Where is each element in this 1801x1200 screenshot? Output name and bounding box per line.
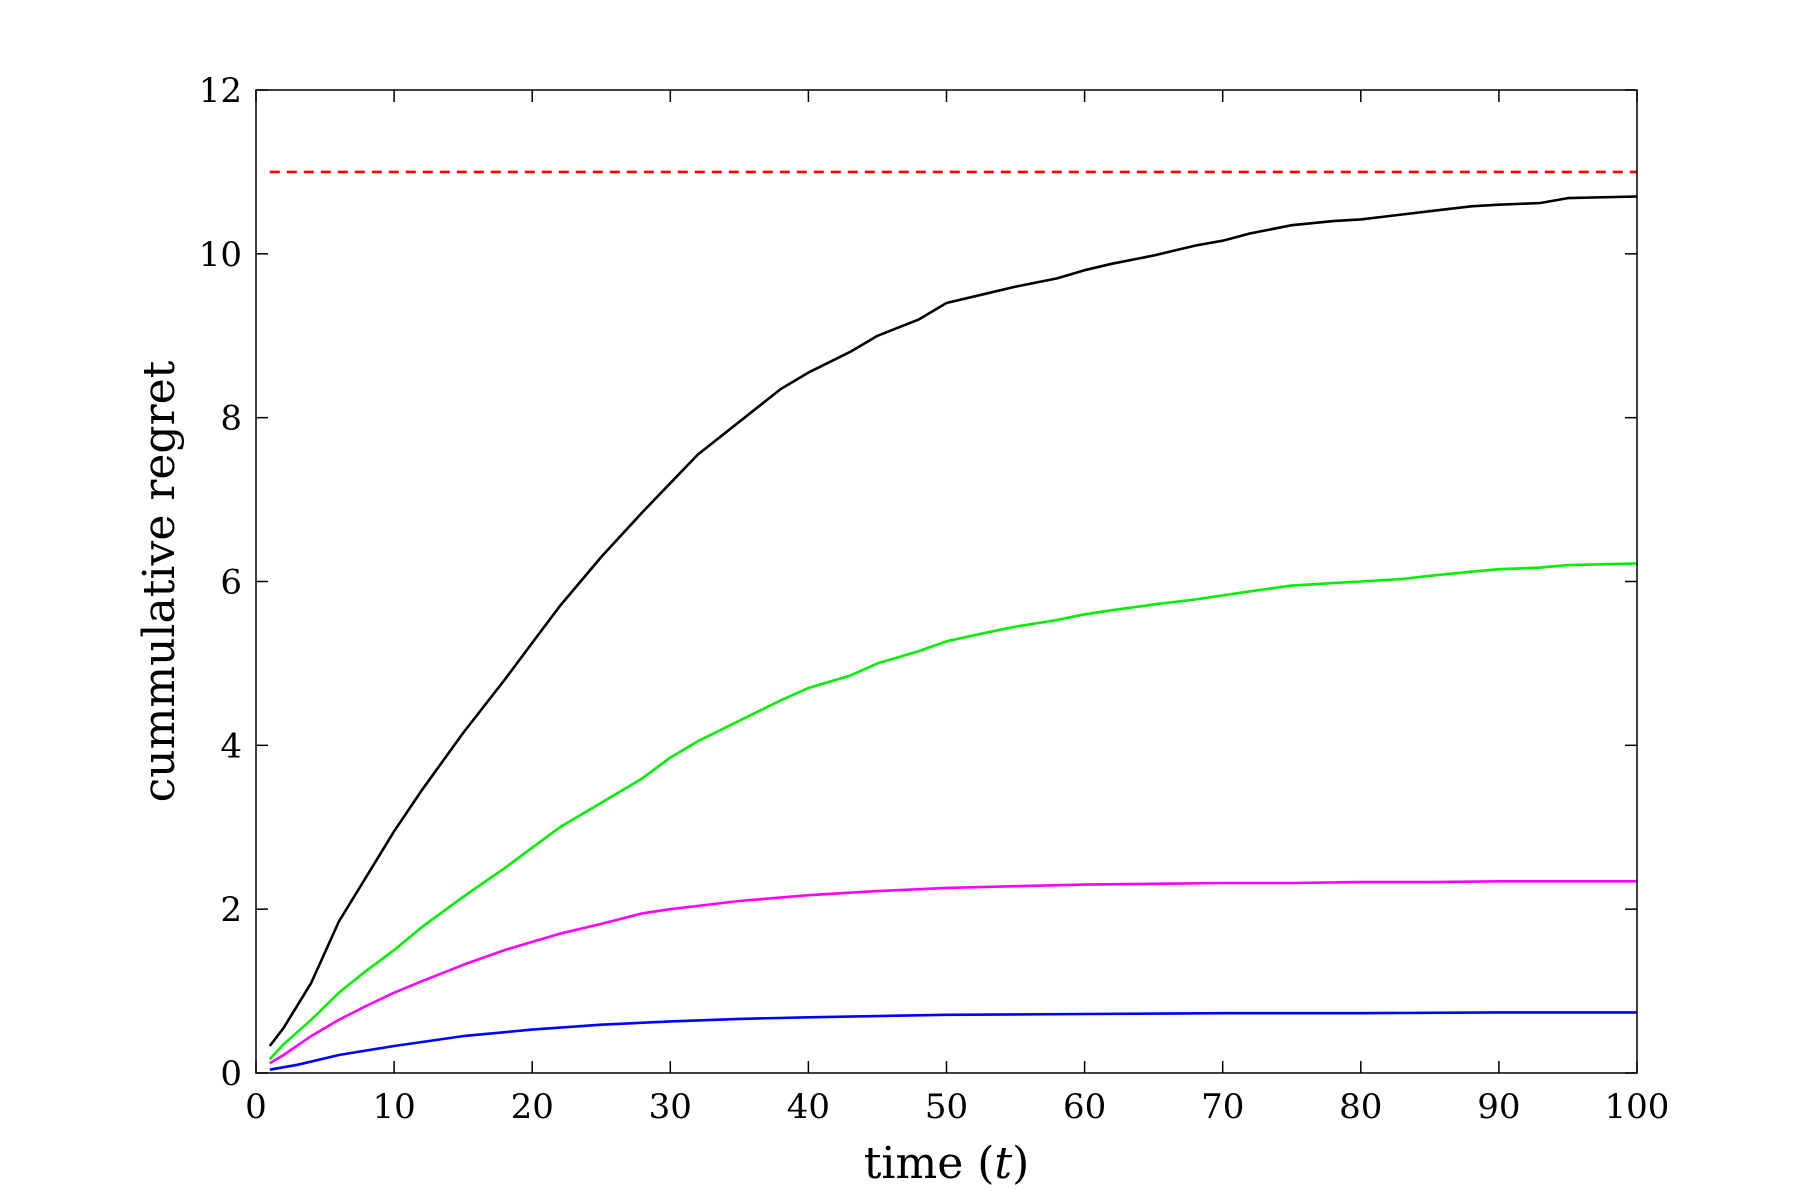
y-tick-label: 2 — [220, 890, 242, 930]
y-tick-label: 6 — [220, 563, 242, 603]
x-axis-title-prefix: time ( — [864, 1138, 995, 1189]
series-line-5 — [269, 1011, 1637, 1071]
x-tick-label: 80 — [1339, 1087, 1382, 1127]
series-line-2 — [268, 195, 1638, 1047]
x-tick-label: 40 — [787, 1087, 830, 1127]
tick-labels: 0 10 20 30 40 50 60 70 80 90 100 0 2 4 6 8 10 12 — [199, 71, 1670, 1127]
x-tick-label: 0 — [245, 1087, 267, 1127]
y-tick-label: 4 — [220, 726, 242, 766]
series-line-4 — [269, 879, 1637, 1065]
x-axis-title-suffix: ) — [1012, 1138, 1029, 1189]
x-tick-label: 50 — [925, 1087, 968, 1127]
x-tick-label: 20 — [511, 1087, 554, 1127]
x-tick-label: 60 — [1063, 1087, 1106, 1127]
series-layer — [268, 170, 1638, 1071]
plot-frame — [255, 89, 1638, 1074]
x-tick-label: 10 — [372, 1087, 415, 1127]
y-tick-label: 12 — [199, 71, 242, 111]
ticks-layer — [255, 89, 1638, 1074]
x-axis-title: time (t) — [864, 1138, 1030, 1189]
x-tick-label: 70 — [1201, 1087, 1244, 1127]
x-tick-label: 90 — [1477, 1087, 1520, 1127]
y-tick-label: 10 — [199, 235, 242, 275]
y-tick-label: 8 — [220, 399, 242, 439]
x-tick-label: 100 — [1605, 1087, 1670, 1127]
x-tick-label: 30 — [649, 1087, 692, 1127]
series-line-3 — [268, 562, 1638, 1060]
x-axis-title-var: t — [994, 1138, 1012, 1189]
y-axis-title: cummulative regret — [134, 360, 185, 802]
y-tick-label: 0 — [220, 1054, 242, 1094]
